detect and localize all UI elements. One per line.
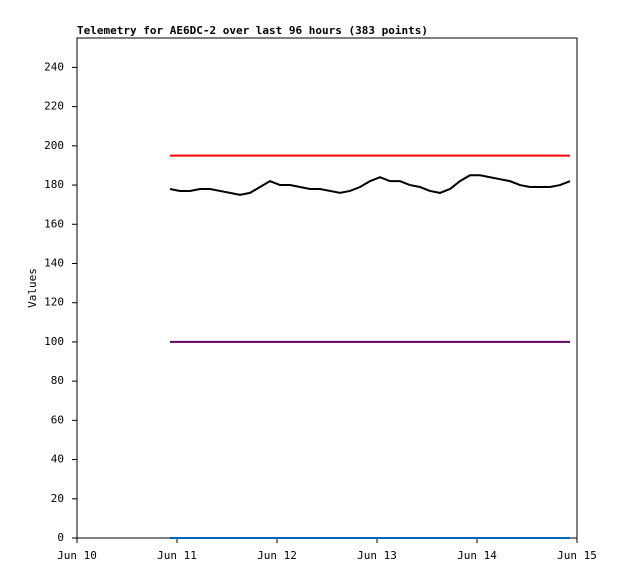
y-tick-label: 160: [44, 217, 64, 230]
chart-title: Telemetry for AE6DC-2 over last 96 hours…: [77, 24, 428, 37]
x-tick-label: Jun 15: [557, 549, 597, 562]
y-tick-label: 180: [44, 178, 64, 191]
y-tick-label: 200: [44, 139, 64, 152]
x-tick-label: Jun 12: [257, 549, 297, 562]
y-tick-label: 220: [44, 100, 64, 113]
plot-frame: [76, 37, 578, 539]
y-tick-label: 240: [44, 60, 64, 73]
y-tick-label: 20: [51, 492, 64, 505]
x-tick-label: Jun 10: [57, 549, 97, 562]
y-tick-label: 60: [51, 413, 64, 426]
y-axis-label: Values: [26, 268, 39, 308]
y-tick-label: 120: [44, 296, 64, 309]
x-tick-label: Jun 14: [457, 549, 497, 562]
x-tick-label: Jun 11: [157, 549, 197, 562]
y-tick-label: 140: [44, 256, 64, 269]
x-tick-label: Jun 13: [357, 549, 397, 562]
y-tick-label: 80: [51, 374, 64, 387]
y-tick-label: 100: [44, 335, 64, 348]
series-line: [169, 174, 571, 196]
y-tick-label: 0: [57, 531, 64, 544]
y-tick-label: 40: [51, 453, 64, 466]
